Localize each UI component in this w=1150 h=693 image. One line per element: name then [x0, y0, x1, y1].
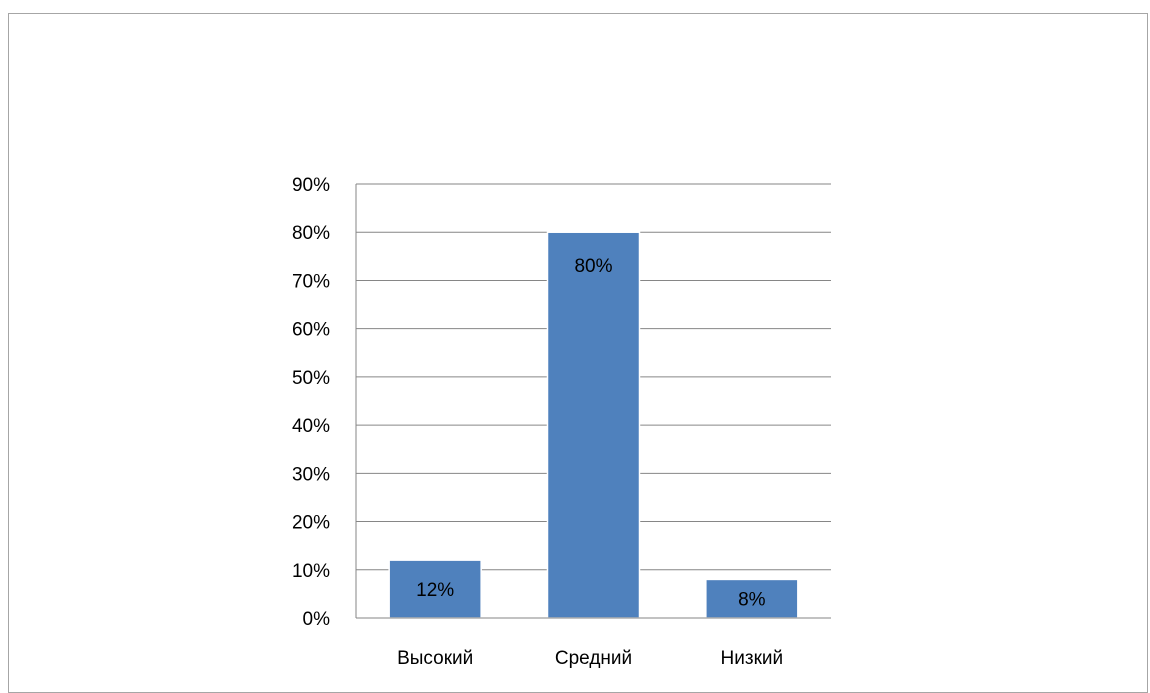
bar-2 — [546, 231, 641, 619]
y-tick-label: 80% — [292, 223, 330, 244]
data-label: 8% — [738, 590, 766, 611]
y-axis-tick-labels: 0% 10% 20% 30% 40% 50% 60% 70% 80% 90% — [292, 175, 330, 630]
y-tick-label: 70% — [292, 271, 330, 292]
y-tick-label: 30% — [292, 464, 330, 485]
bar-3 — [705, 578, 799, 619]
y-tick-label: 50% — [292, 368, 330, 389]
y-tick-label: 90% — [292, 175, 330, 196]
y-tick-label: 60% — [292, 320, 330, 341]
x-tick-label: Средний — [555, 648, 632, 669]
data-label: 12% — [416, 580, 454, 601]
x-tick-label: Высокий — [397, 648, 473, 669]
bars — [356, 231, 831, 619]
data-labels: 12% 80% 8% — [416, 256, 766, 610]
x-tick-label: Низкий — [721, 648, 784, 669]
bar-1 — [388, 559, 482, 619]
x-axis-tick-labels: Высокий Средний Низкий — [397, 648, 783, 669]
y-tick-label: 0% — [303, 609, 331, 630]
y-tick-label: 40% — [292, 416, 330, 437]
y-tick-label: 10% — [292, 561, 330, 582]
data-label: 80% — [574, 256, 612, 277]
y-tick-label: 20% — [292, 513, 330, 534]
